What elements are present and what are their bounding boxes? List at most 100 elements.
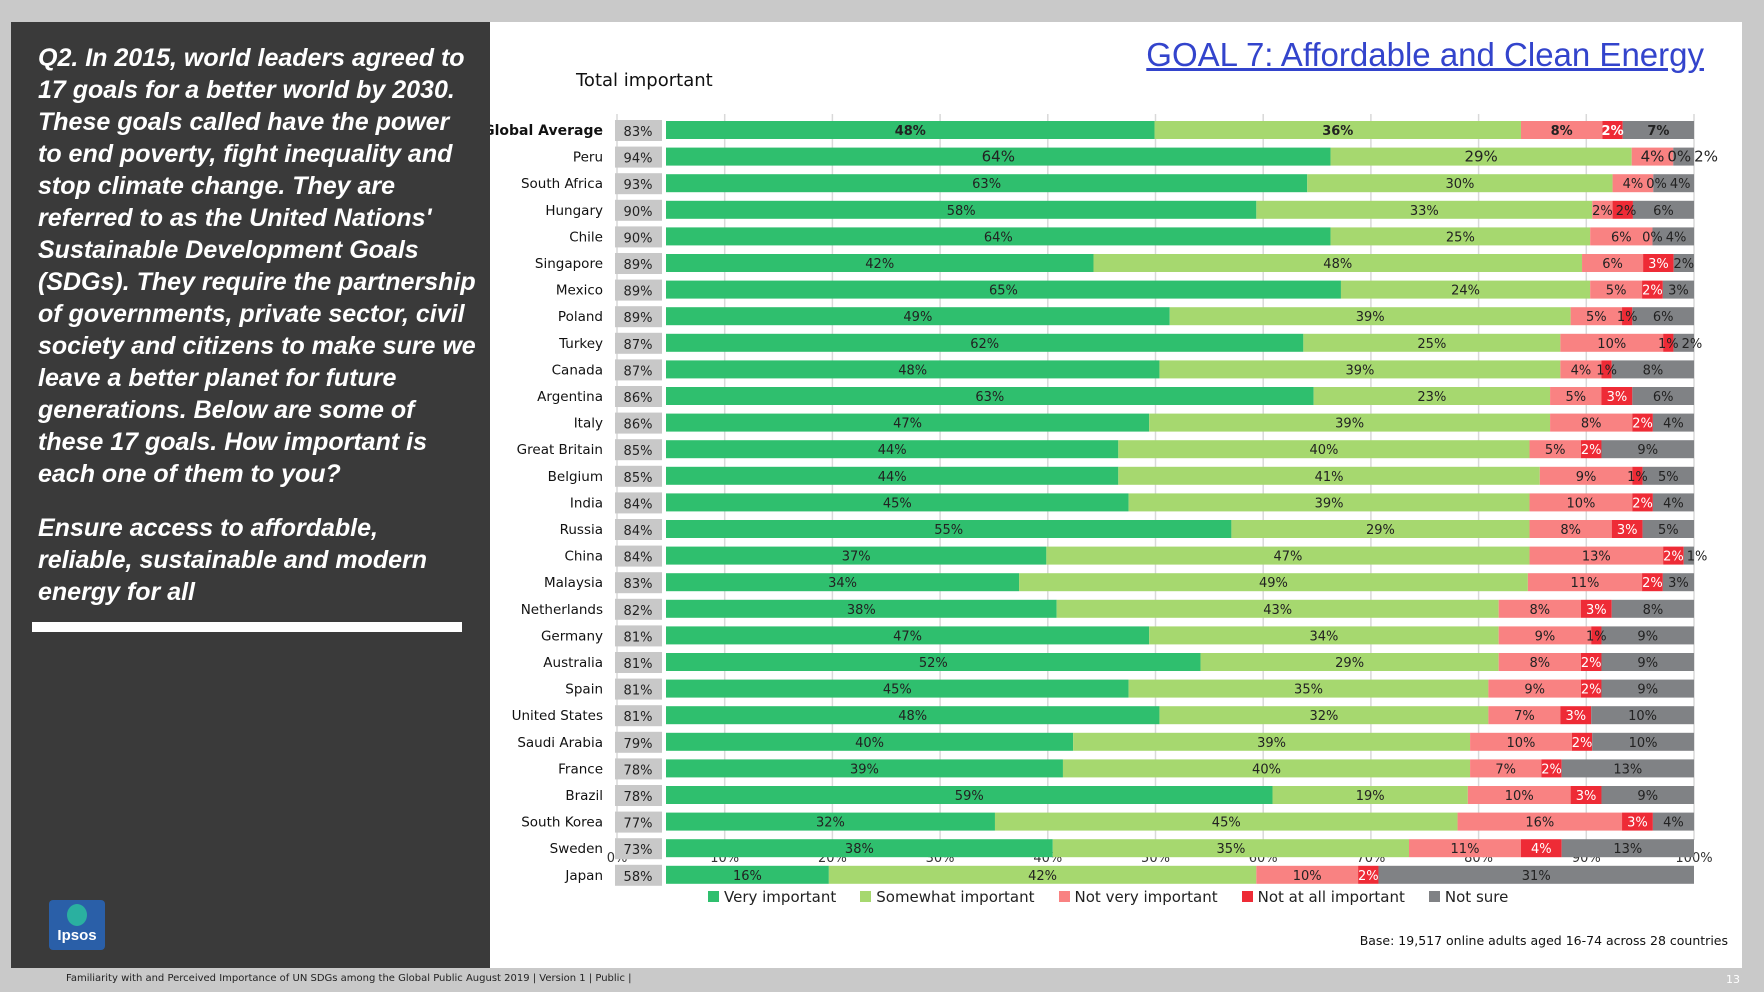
- country-label: Brazil: [565, 788, 603, 804]
- legend-item: Not sure: [1428, 888, 1508, 906]
- bar-segment-somewhat-important: [994, 812, 1458, 831]
- legend-item: Very important: [708, 888, 836, 906]
- country-label: Russia: [560, 522, 603, 538]
- total-value: 78%: [624, 790, 653, 805]
- bar-segment-very-important: [666, 786, 1273, 804]
- bar-segment-not-sure: [1673, 147, 1694, 166]
- total-box: [615, 864, 662, 886]
- total-value: 81%: [624, 710, 653, 725]
- total-value: 87%: [624, 338, 653, 353]
- bar-segment-somewhat-important: [1149, 413, 1551, 432]
- data-label: 2%: [1642, 284, 1663, 299]
- country-label: Peru: [573, 150, 603, 166]
- country-label: Chile: [569, 229, 603, 245]
- data-label: 5%: [1658, 470, 1679, 485]
- data-label: 55%: [934, 523, 963, 538]
- country-label: India: [570, 495, 603, 511]
- total-box: [615, 120, 662, 141]
- bar-segment-not-sure: [1632, 200, 1694, 219]
- chart-title[interactable]: GOAL 7: Affordable and Clean Energy: [1146, 36, 1704, 73]
- data-label: 6%: [1602, 257, 1623, 272]
- bar-segment-very-important: [666, 493, 1129, 512]
- bar-segment-not-at-all-important: [1643, 254, 1674, 272]
- data-label: 58%: [947, 204, 976, 219]
- bar-segment-not-very-important: [1570, 307, 1623, 326]
- data-label: 7%: [1647, 124, 1669, 139]
- total-box: [615, 306, 662, 328]
- data-label: 25%: [1417, 337, 1446, 352]
- bar-segment-not-sure: [1591, 706, 1694, 725]
- bar-segment-not-at-all-important: [1663, 546, 1684, 565]
- total-box: [615, 652, 662, 673]
- bar-segment-not-sure: [1652, 227, 1694, 246]
- country-label: South Korea: [521, 815, 603, 831]
- bar-segment-not-very-important: [1498, 653, 1581, 671]
- bar-segment-not-sure: [1601, 679, 1694, 698]
- total-value: 81%: [624, 657, 653, 672]
- data-label: 3%: [1617, 523, 1638, 538]
- bar-segment-somewhat-important: [1330, 227, 1591, 246]
- stacked-bar-chart: 0%10%20%30%40%50%60%70%80%90%100%Global …: [490, 114, 1718, 886]
- data-label: 23%: [1417, 390, 1446, 405]
- bar-segment-somewhat-important: [1046, 546, 1530, 565]
- data-label: 39%: [1335, 417, 1364, 432]
- data-label: 48%: [895, 124, 926, 139]
- data-label: 8%: [1581, 417, 1602, 432]
- bar-segment-not-sure: [1601, 653, 1694, 671]
- bar-segment-very-important: [666, 333, 1304, 352]
- bar-segment-not-sure: [1601, 440, 1694, 459]
- total-box: [615, 731, 662, 753]
- data-label: 34%: [1309, 629, 1338, 644]
- data-label: 7%: [1514, 709, 1535, 724]
- country-label: China: [564, 549, 603, 565]
- data-label: 4%: [1641, 148, 1665, 166]
- country-label: France: [558, 761, 603, 777]
- legend-label: Not at all important: [1257, 888, 1405, 906]
- chart-panel: GOAL 7: Affordable and Clean Energy Tota…: [490, 22, 1742, 968]
- data-label: 16%: [733, 869, 762, 884]
- data-label: 1%: [1687, 550, 1708, 565]
- bar-segment-not-very-important: [1612, 174, 1654, 193]
- bar-segment-not-very-important: [1539, 466, 1633, 485]
- bar-segment-not-at-all-important: [1520, 839, 1562, 858]
- total-important-header: Total important: [576, 70, 713, 91]
- data-label: 5%: [1565, 390, 1586, 405]
- data-label: 25%: [1446, 230, 1475, 245]
- data-label: 9%: [1524, 683, 1545, 698]
- total-box: [615, 572, 662, 594]
- bar-segment-somewhat-important: [1128, 493, 1530, 512]
- bar-segment-very-important: [666, 812, 995, 831]
- data-label: 8%: [1551, 124, 1573, 139]
- data-label: 5%: [1545, 443, 1566, 458]
- data-label: 9%: [1637, 656, 1658, 671]
- bar-segment-somewhat-important: [1307, 174, 1613, 193]
- bar-segment-not-sure: [1642, 520, 1694, 538]
- data-label: 47%: [893, 629, 922, 644]
- total-box: [615, 439, 662, 461]
- data-label: 35%: [1216, 842, 1245, 857]
- data-label: 34%: [828, 576, 857, 591]
- bar-segment-not-very-important: [1560, 360, 1602, 379]
- data-label: 4%: [1663, 816, 1684, 831]
- bar-segment-not-sure: [1611, 599, 1694, 618]
- data-label: 30%: [1445, 177, 1474, 192]
- question-panel: Q2. In 2015, world leaders agreed to 17 …: [11, 22, 490, 968]
- data-label: 1%: [1627, 470, 1648, 485]
- data-label: 39%: [850, 762, 879, 777]
- bar-segment-not-very-important: [1467, 786, 1571, 804]
- total-value: 85%: [624, 444, 653, 459]
- data-label: 2%: [1541, 762, 1562, 777]
- bar-segment-very-important: [666, 626, 1150, 645]
- bar-segment-somewhat-important: [1118, 440, 1530, 459]
- data-label: 44%: [878, 443, 907, 458]
- bar-segment-not-very-important: [1529, 440, 1581, 459]
- bar-segment-not-at-all-important: [1642, 573, 1663, 592]
- data-label: 36%: [1322, 124, 1353, 139]
- total-value: 58%: [624, 870, 653, 885]
- bar-segment-somewhat-important: [1272, 786, 1468, 804]
- data-label: 2%: [1358, 869, 1379, 884]
- total-box: [615, 146, 662, 168]
- data-label: 42%: [1028, 869, 1057, 884]
- bar-segment-somewhat-important: [1062, 759, 1471, 778]
- bar-segment-very-important: [666, 520, 1232, 538]
